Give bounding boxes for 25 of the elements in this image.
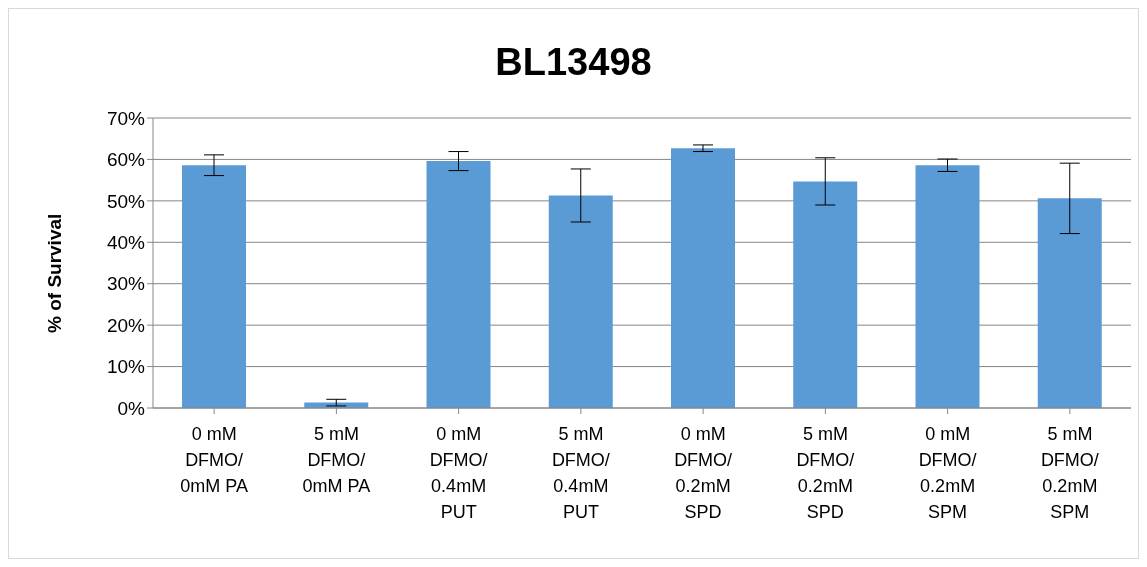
x-tick-label: 5 mM DFMO/ 0.2mM SPD [796, 424, 855, 522]
x-tick-label: 5 mM DFMO/ 0mM PA [302, 424, 371, 496]
y-tick-label: 10% [106, 356, 146, 378]
y-tick-label: 0% [117, 397, 146, 419]
bar [1037, 198, 1102, 408]
y-axis-title: % of Survival [43, 213, 65, 333]
x-tick-label: 0 mM DFMO/ 0.2mM SPM [918, 424, 977, 522]
x-tick-label: 5 mM DFMO/ 0.2mM SPM [1040, 424, 1099, 522]
chart-title: BL13498 [494, 41, 653, 84]
y-tick-label: 50% [106, 190, 146, 212]
y-tick-label: 40% [106, 232, 146, 254]
bar [793, 181, 858, 408]
bar [915, 165, 980, 408]
y-tick-label: 60% [106, 149, 146, 171]
bar [671, 148, 735, 408]
y-tick-label: 30% [106, 273, 146, 295]
bar [426, 161, 491, 408]
y-tick-label: 70% [106, 107, 146, 129]
x-tick-label: 0 mM DFMO/ 0.4mM PUT [429, 424, 488, 522]
bar [548, 195, 613, 408]
x-tick-label: 0 mM DFMO/ 0mM PA [180, 424, 248, 496]
bar [182, 165, 246, 408]
x-tick-label: 0 mM DFMO/ 0.2mM SPD [674, 424, 733, 522]
y-tick-label: 20% [106, 314, 146, 336]
x-tick-label: 5 mM DFMO/ 0.4mM PUT [551, 424, 610, 522]
